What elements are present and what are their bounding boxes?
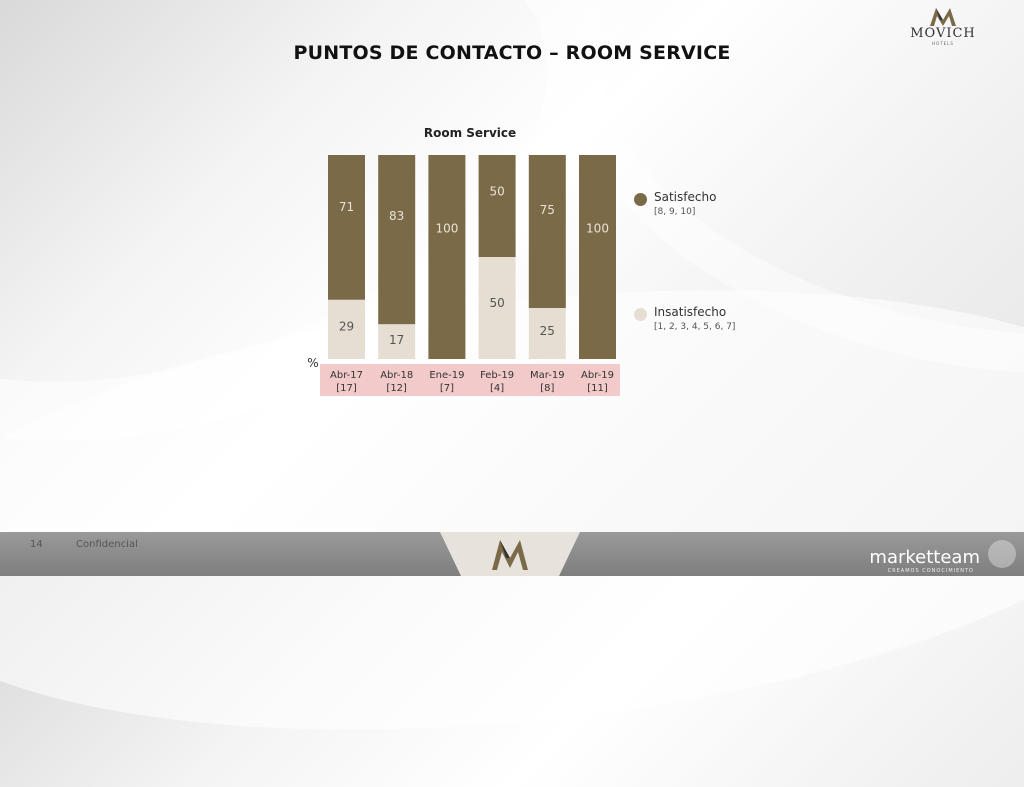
legend-swatch-insatisfecho [634,308,647,321]
movich-m-icon [930,8,956,26]
legend-label-insatisfecho: Insatisfecho [654,305,727,319]
x-tick-count: [7] [440,383,454,394]
legend-label-satisfecho: Satisfecho [654,190,717,204]
marketteam-logo: marketteam [869,547,980,568]
logo-name: MOVICH [910,26,976,41]
data-label-satisfecho: 100 [586,221,609,235]
stacked-bar-chart: % 71 29 Abr-17 [17] 83 17 Abr-18 [12] 100 Ene-19 [7… [307,155,620,396]
x-tick-count: [11] [587,383,608,394]
bar-satisfecho [428,155,466,359]
bar-insatisfecho [328,299,365,359]
bar-insatisfecho [378,324,416,359]
data-label-satisfecho: 83 [389,209,404,223]
bar-satisfecho [328,155,365,300]
x-tick-count: [12] [386,383,407,394]
bar-insatisfecho [478,257,516,359]
legend-codes-insatisfecho: [1, 2, 3, 4, 5, 6, 7] [654,322,736,332]
y-axis-label: % [307,356,318,370]
x-tick-label: Abr-19 [581,370,614,381]
x-tick-count: [8] [540,383,554,394]
x-tick-label: Mar-19 [530,370,565,381]
x-tick-count: [17] [336,383,357,394]
bar-satisfecho [478,155,516,257]
x-tick-label: Abr-17 [330,370,363,381]
data-label-satisfecho: 71 [339,200,354,214]
movich-emblem-icon [492,540,528,570]
footer-bar: 14 Confidencial marketteam CREAMOS CONOC… [0,532,1024,576]
x-tick-label: Ene-19 [429,370,464,381]
chart-title: Room Service [423,126,517,140]
bar-satisfecho [378,155,416,325]
bar-insatisfecho [528,308,566,359]
data-label-satisfecho: 75 [540,203,555,217]
bar-satisfecho [528,155,566,308]
data-label-insatisfecho: 25 [540,324,555,338]
data-label-insatisfecho: 17 [389,333,404,347]
data-label-satisfecho: 50 [489,185,504,199]
footer-emblem [440,532,580,576]
legend-codes-satisfecho: [8, 9, 10] [654,207,696,217]
logo-sub: HOTELS [932,41,954,46]
page-number: 14 [30,539,43,550]
x-tick-label: Abr-18 [380,370,413,381]
marketteam-badge-icon [988,540,1016,568]
data-label-insatisfecho: 29 [339,319,354,333]
x-tick-label: Feb-19 [480,370,514,381]
page-title: PUNTOS DE CONTACTO – ROOM SERVICE [293,42,731,64]
legend-swatch-satisfecho [634,193,647,206]
footer-text: Confidencial [76,539,138,550]
data-label-satisfecho: 100 [435,221,458,235]
x-tick-count: [4] [490,383,504,394]
data-label-insatisfecho: 50 [489,296,504,310]
category-band [320,364,620,396]
bar-satisfecho [579,155,616,359]
movich-logo: MOVICH HOTELS [898,6,988,46]
marketteam-tagline: CREAMOS CONOCIMIENTO [887,568,974,574]
